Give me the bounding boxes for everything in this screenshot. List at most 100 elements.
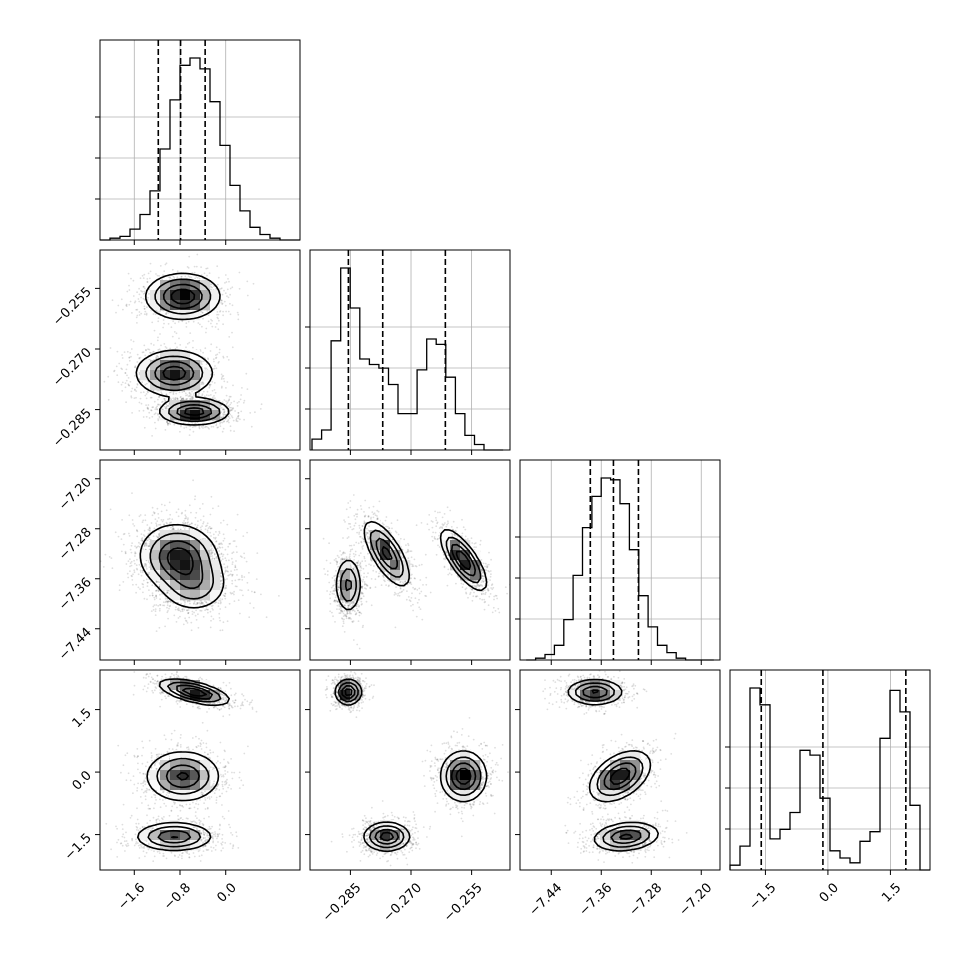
scatter-point: [138, 287, 141, 290]
scatter-point: [196, 526, 198, 529]
scatter-point: [157, 404, 160, 406]
scatter-point: [208, 383, 211, 386]
scatter-point: [233, 590, 236, 593]
scatter-point: [132, 583, 134, 586]
density-frame-1-2: [99, 249, 301, 451]
scatter-point: [227, 359, 230, 361]
scatter-point: [113, 369, 116, 372]
scatter-point: [199, 526, 202, 529]
scatter-point: [224, 592, 227, 595]
scatter-point: [222, 314, 225, 317]
scatter-point: [222, 375, 225, 377]
scatter-point: [152, 313, 155, 315]
scatter-point: [227, 545, 230, 548]
scatter-point: [127, 560, 130, 562]
scatter-point: [146, 581, 149, 584]
scatter-point: [180, 602, 183, 605]
scatter-point: [218, 319, 220, 322]
scatter-point: [160, 391, 163, 393]
scatter-point: [236, 574, 238, 576]
scatter-point: [146, 581, 149, 584]
scatter-point: [198, 392, 201, 395]
scatter-point: [157, 536, 160, 539]
scatter-point: [157, 604, 160, 607]
scatter-point: [139, 514, 142, 516]
scatter-point: [134, 555, 136, 557]
scatter-point: [109, 508, 112, 511]
scatter-point: [117, 381, 120, 384]
scatter-point: [209, 531, 212, 534]
scatter-point: [231, 561, 234, 563]
scatter-point: [148, 536, 151, 539]
scatter-point: [223, 411, 225, 413]
scatter-point: [136, 546, 138, 548]
scatter-point: [138, 541, 140, 544]
scatter-point: [227, 310, 230, 313]
scatter-point: [149, 594, 151, 597]
scatter-point: [172, 602, 175, 605]
scatter-point: [206, 310, 209, 312]
scatter-point: [156, 589, 159, 592]
scatter-point: [195, 603, 197, 606]
scatter-point: [148, 417, 151, 419]
scatter-point: [185, 620, 188, 623]
scatter-point: [107, 398, 110, 401]
scatter-point: [226, 288, 229, 291]
scatter-point: [170, 601, 173, 603]
scatter-point: [212, 358, 215, 361]
scatter-point: [163, 398, 166, 400]
scatter-point: [172, 527, 174, 530]
scatter-point: [210, 545, 213, 548]
density-cell: [200, 540, 211, 551]
scatter-point: [127, 377, 130, 379]
density-cell: [150, 540, 161, 551]
scatter-point: [184, 600, 186, 602]
scatter-point: [209, 385, 211, 387]
scatter-point: [155, 273, 157, 275]
scatter-point: [138, 546, 141, 548]
scatter-point: [133, 571, 136, 574]
scatter-point: [156, 507, 159, 510]
scatter-point: [205, 331, 207, 334]
scatter-point: [151, 514, 154, 517]
scatter-point: [211, 604, 214, 607]
scatter-point: [159, 604, 162, 606]
scatter-point: [204, 609, 207, 612]
scatter-point: [146, 598, 148, 601]
scatter-point: [157, 589, 160, 592]
scatter-point: [237, 417, 240, 420]
scatter-point: [158, 403, 161, 406]
scatter-point: [189, 398, 191, 400]
scatter-point: [243, 557, 246, 559]
scatter-point: [141, 351, 144, 354]
scatter-point: [142, 293, 145, 295]
scatter-point: [182, 397, 185, 400]
scatter-point: [124, 382, 127, 384]
scatter-point: [214, 537, 217, 540]
scatter-point: [197, 394, 200, 397]
scatter-point: [196, 603, 199, 605]
scatter-point: [164, 598, 167, 600]
scatter-point: [219, 425, 222, 428]
scatter-point: [222, 408, 224, 411]
scatter-point: [151, 584, 154, 587]
scatter-point: [140, 391, 142, 394]
scatter-point: [159, 310, 161, 313]
scatter-point: [219, 421, 222, 424]
scatter-point: [231, 579, 234, 582]
scatter-point: [157, 403, 160, 406]
scatter-point: [194, 523, 197, 526]
scatter-point: [202, 390, 205, 393]
scatter-point: [138, 357, 141, 360]
scatter-point: [199, 602, 202, 605]
scatter-point: [242, 594, 244, 597]
scatter-point: [134, 552, 137, 555]
scatter-point: [186, 609, 188, 611]
scatter-point: [175, 606, 177, 608]
scatter-point: [167, 422, 170, 425]
scatter-point: [206, 531, 209, 534]
scatter-point: [163, 397, 166, 400]
scatter-point: [181, 397, 184, 400]
scatter-point: [210, 535, 212, 537]
scatter-point: [130, 396, 133, 399]
